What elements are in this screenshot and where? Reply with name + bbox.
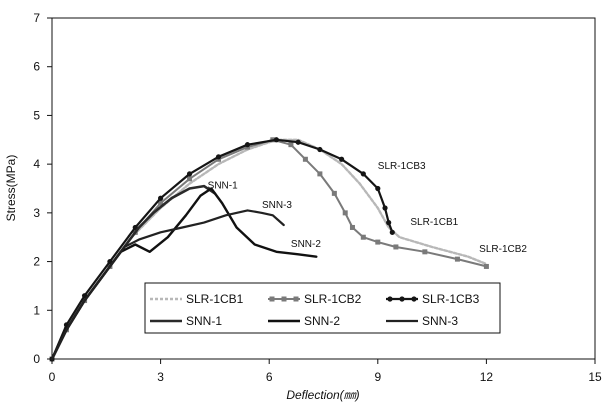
point-slr-1cb2-marker <box>483 263 489 269</box>
annotation-label: SNN-2 <box>291 239 321 250</box>
legend-items: SLR-1CB1 SLR-1CB2 SLR-1CB3 SNN-1 SNN-2 SNN-3 <box>150 292 480 328</box>
legend-item-snn-1: SNN-1 <box>150 314 222 328</box>
annotation-label: SNN-3 <box>262 200 292 211</box>
legend-label: SLR-1CB2 <box>304 292 362 306</box>
y-tick-label: 3 <box>33 206 40 220</box>
series-snn-3 <box>50 209 285 361</box>
legend-label: SLR-1CB1 <box>186 292 244 306</box>
legend-slr-1cb2-marker <box>293 296 299 302</box>
x-tick-label: 15 <box>588 370 602 384</box>
y-tick-label: 2 <box>33 255 40 269</box>
y-tick-label: 5 <box>33 108 40 122</box>
point-slr-1cb3-marker <box>273 137 280 143</box>
point-slr-1cb2-marker <box>331 190 337 196</box>
legend-label: SNN-1 <box>186 314 222 328</box>
point-slr-1cb3-marker <box>317 146 323 153</box>
point-slr-1cb2-marker <box>158 200 164 206</box>
legend-slr-1cb3-marker <box>411 296 417 302</box>
point-slr-1cb2-marker <box>317 171 323 177</box>
point-slr-1cb3-marker <box>339 156 345 162</box>
annotation-label: SLR-1CB1 <box>410 217 458 228</box>
legend-slr-1cb3-marker <box>399 296 405 302</box>
point-slr-1cb3-marker <box>389 229 395 235</box>
point-slr-1cb2-marker <box>393 244 399 250</box>
legend-item-slr-1cb3: SLR-1CB3 <box>386 292 480 306</box>
point-slr-1cb2-marker <box>187 176 193 182</box>
annotation-label: SLR-1CB2 <box>479 244 527 255</box>
x-tick-label: 12 <box>480 370 494 384</box>
x-tick-label: 3 <box>157 370 164 384</box>
point-slr-1cb2-marker <box>422 249 428 255</box>
legend-item-snn-3: SNN-3 <box>386 314 458 328</box>
x-axis-ticks: 0 3 6 9 12 15 <box>49 359 602 384</box>
legend: SLR-1CB1 SLR-1CB2 SLR-1CB3 SNN-1 SNN-2 SNN-3 <box>144 282 501 334</box>
point-slr-1cb2-marker <box>375 239 381 245</box>
y-axis-ticks: 0 1 2 3 4 5 6 7 <box>33 11 52 366</box>
x-axis-title: Deflection(㎜) <box>286 388 359 402</box>
legend-slr-1cb2-marker <box>281 296 287 302</box>
point-slr-1cb3-marker <box>360 171 366 177</box>
y-tick-label: 4 <box>33 157 40 171</box>
legend-slr-1cb3-marker <box>387 296 393 302</box>
legend-slr-1cb2-marker <box>269 296 275 302</box>
point-slr-1cb3-marker <box>215 154 222 160</box>
point-slr-1cb2-marker <box>360 234 366 240</box>
point-slr-1cb3-marker <box>382 205 388 211</box>
legend-label: SNN-2 <box>304 314 340 328</box>
point-slr-1cb3-marker <box>295 139 301 145</box>
point-slr-1cb3-marker <box>375 185 381 192</box>
y-axis-title: Stress(MPa) <box>4 155 18 222</box>
point-slr-1cb3-marker <box>158 195 164 201</box>
legend-label: SLR-1CB3 <box>422 292 480 306</box>
y-tick-label: 0 <box>33 352 40 366</box>
annotation-label: SNN-1 <box>208 181 238 192</box>
legend-item-snn-2: SNN-2 <box>268 314 340 328</box>
y-tick-label: 7 <box>33 11 40 25</box>
series-line-slr-1cb3 <box>50 138 394 361</box>
point-slr-1cb2-marker <box>302 156 308 162</box>
annotation-label: SLR-1CB3 <box>378 161 426 172</box>
y-tick-label: 6 <box>33 60 40 74</box>
point-slr-1cb2-marker <box>454 256 460 262</box>
x-tick-label: 9 <box>374 370 381 384</box>
annotation-layer: SLR-1CB3 SLR-1CB1 SLR-1CB2 SNN-1 SNN-3 SNN-2 <box>208 161 528 255</box>
point-slr-1cb2-marker <box>342 210 348 216</box>
point-slr-1cb2-marker <box>288 142 294 148</box>
legend-item-slr-1cb1: SLR-1CB1 <box>150 292 244 306</box>
y-tick-label: 1 <box>33 303 40 317</box>
series-layer <box>49 137 489 362</box>
point-slr-1cb2-marker <box>349 224 355 230</box>
point-slr-1cb3-marker <box>386 220 392 226</box>
point-slr-1cb3-marker <box>186 171 193 177</box>
legend-box <box>144 282 501 334</box>
x-tick-label: 6 <box>266 370 273 384</box>
point-slr-1cb3-marker <box>244 142 251 148</box>
legend-label: SNN-3 <box>422 314 458 328</box>
series-line-snn-3 <box>50 209 285 361</box>
x-tick-label: 0 <box>49 370 56 384</box>
legend-item-slr-1cb2: SLR-1CB2 <box>268 292 362 306</box>
